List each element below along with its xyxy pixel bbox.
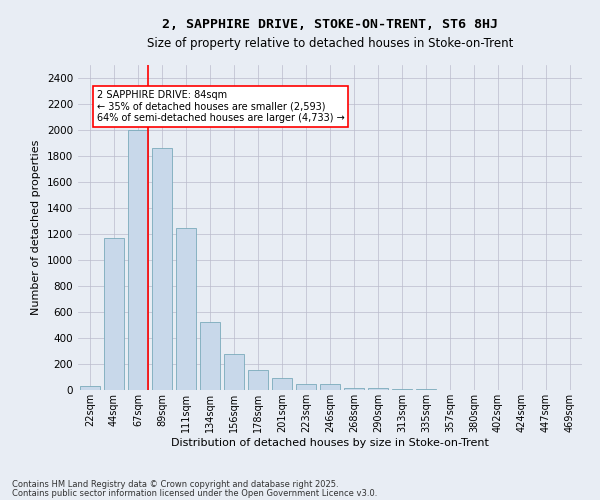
Bar (176, 228, 196, 390)
Bar (80, 386, 100, 390)
Bar (200, 322, 220, 390)
Bar (344, 388, 364, 390)
Bar (296, 384, 316, 390)
Text: Contains HM Land Registry data © Crown copyright and database right 2025.: Contains HM Land Registry data © Crown c… (12, 480, 338, 489)
Bar (392, 389, 412, 390)
Y-axis label: Number of detached properties: Number of detached properties (31, 140, 41, 315)
Text: Contains public sector information licensed under the Open Government Licence v3: Contains public sector information licen… (12, 488, 377, 498)
Bar (368, 388, 388, 390)
X-axis label: Distribution of detached houses by size in Stoke-on-Trent: Distribution of detached houses by size … (171, 438, 489, 448)
Text: 2 SAPPHIRE DRIVE: 84sqm
← 35% of detached houses are smaller (2,593)
64% of semi: 2 SAPPHIRE DRIVE: 84sqm ← 35% of detache… (97, 90, 344, 123)
Bar (272, 378, 292, 390)
Bar (248, 370, 268, 390)
Text: 2, SAPPHIRE DRIVE, STOKE-ON-TRENT, ST6 8HJ: 2, SAPPHIRE DRIVE, STOKE-ON-TRENT, ST6 8… (162, 18, 498, 30)
Bar (128, 130, 148, 390)
Bar (320, 384, 340, 390)
Bar (104, 238, 124, 390)
Bar (224, 354, 244, 390)
Text: Size of property relative to detached houses in Stoke-on-Trent: Size of property relative to detached ho… (147, 38, 513, 51)
Bar (152, 148, 172, 390)
